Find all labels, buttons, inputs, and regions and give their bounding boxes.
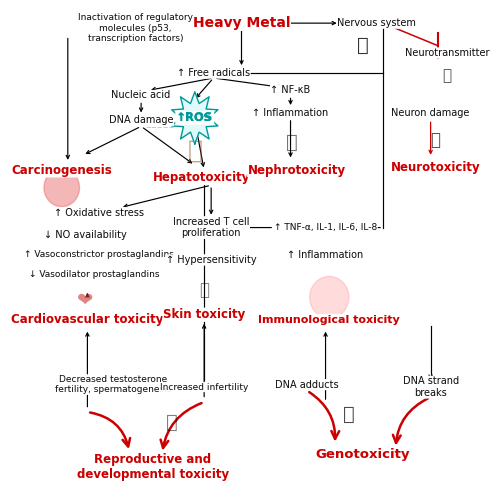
Text: Neuron damage: Neuron damage — [391, 108, 470, 118]
Text: 🧬: 🧬 — [343, 405, 355, 424]
Text: Increased infertility: Increased infertility — [160, 382, 249, 392]
Text: Heavy Metal: Heavy Metal — [193, 16, 290, 30]
Text: Neurotoxicity: Neurotoxicity — [390, 161, 480, 174]
Polygon shape — [172, 92, 218, 144]
Text: ↑ Oxidative stress: ↑ Oxidative stress — [54, 208, 144, 218]
Text: Skin toxicity: Skin toxicity — [163, 308, 246, 322]
Text: Neurotransmitter: Neurotransmitter — [405, 48, 489, 58]
Text: ~~~~~: ~~~~~ — [145, 125, 174, 131]
Text: Decreased testosterone
fertility, spermatogenesis: Decreased testosterone fertility, sperma… — [55, 375, 171, 394]
Text: ↑ Inflammation: ↑ Inflammation — [287, 250, 364, 260]
Text: 🧠: 🧠 — [430, 132, 440, 150]
Text: ↑ Free radicals: ↑ Free radicals — [177, 68, 250, 78]
Text: Inactivation of regulatory
molecules (p53,
transcription factors): Inactivation of regulatory molecules (p5… — [78, 13, 193, 43]
Text: DNA adducts: DNA adducts — [275, 380, 339, 390]
Text: ↑ Inflammation: ↑ Inflammation — [252, 108, 329, 118]
Text: 🫀: 🫀 — [187, 138, 202, 162]
Text: Reproductive and
developmental toxicity: Reproductive and developmental toxicity — [77, 453, 229, 481]
Text: Reproductive and
developmental toxicity: Reproductive and developmental toxicity — [77, 453, 229, 481]
Text: Heavy Metal: Heavy Metal — [193, 16, 290, 30]
Text: ↑ Hypersensitivity: ↑ Hypersensitivity — [166, 255, 256, 265]
Text: ↑ Vasoconstrictor prostaglandins: ↑ Vasoconstrictor prostaglandins — [24, 250, 174, 260]
Text: DNA strand
breaks: DNA strand breaks — [402, 376, 459, 398]
Text: ↑ Free radicals: ↑ Free radicals — [177, 68, 250, 78]
Text: Nucleic acid: Nucleic acid — [112, 90, 171, 101]
Text: Genotoxicity: Genotoxicity — [316, 448, 410, 461]
Text: 🟫: 🟫 — [199, 281, 209, 299]
Text: Carcinogenesis: Carcinogenesis — [11, 164, 112, 176]
Text: Inactivation of regulatory
molecules (p53,
transcription factors): Inactivation of regulatory molecules (p5… — [78, 13, 193, 43]
Text: Decreased testosterone
fertility, spermatogenesis: Decreased testosterone fertility, sperma… — [55, 375, 171, 394]
Text: ↑ TNF-α, IL-1, IL-6, IL-8: ↑ TNF-α, IL-1, IL-6, IL-8 — [274, 223, 377, 232]
Text: ↑ NF-κB: ↑ NF-κB — [270, 86, 311, 96]
Text: Nephrotoxicity: Nephrotoxicity — [248, 164, 346, 176]
Text: ↑ TNF-α, IL-1, IL-6, IL-8: ↑ TNF-α, IL-1, IL-6, IL-8 — [274, 223, 377, 232]
Text: 🔱: 🔱 — [166, 412, 177, 432]
Text: DNA adducts: DNA adducts — [275, 380, 339, 390]
Text: Hepatotoxicity: Hepatotoxicity — [153, 171, 250, 184]
Text: Nucleic acid: Nucleic acid — [112, 90, 171, 101]
Text: Carcinogenesis: Carcinogenesis — [11, 164, 112, 176]
Text: ↓ Vasodilator prostaglandins: ↓ Vasodilator prostaglandins — [29, 270, 160, 280]
Text: ↓ NO availability: ↓ NO availability — [44, 230, 126, 240]
Text: ↓ Vasodilator prostaglandins: ↓ Vasodilator prostaglandins — [29, 270, 160, 280]
Text: Increased T cell
proliferation: Increased T cell proliferation — [173, 217, 249, 238]
Text: ↑ROS: ↑ROS — [177, 113, 213, 123]
Text: ↑ROS: ↑ROS — [177, 113, 213, 123]
Text: Skin toxicity: Skin toxicity — [163, 308, 246, 322]
Text: ↑ Inflammation: ↑ Inflammation — [252, 108, 329, 118]
Text: ✨: ✨ — [442, 68, 452, 83]
Text: DNA damage: DNA damage — [109, 116, 173, 126]
Text: Cardiovascular toxicity: Cardiovascular toxicity — [11, 314, 164, 326]
Text: Increased infertility: Increased infertility — [160, 382, 249, 392]
Text: ↑ROS: ↑ROS — [176, 112, 214, 124]
Text: Immunological toxicity: Immunological toxicity — [258, 315, 400, 325]
Circle shape — [44, 168, 80, 206]
Text: Genotoxicity: Genotoxicity — [316, 448, 410, 461]
Text: Nervous system: Nervous system — [337, 18, 416, 28]
Text: ↑ROS: ↑ROS — [176, 112, 214, 124]
Circle shape — [310, 276, 349, 318]
Text: ❤: ❤ — [77, 290, 93, 310]
Text: Hepatotoxicity: Hepatotoxicity — [153, 171, 250, 184]
Text: Neuron damage: Neuron damage — [391, 108, 470, 118]
Text: Neurotransmitter: Neurotransmitter — [405, 48, 489, 58]
Text: Cardiovascular toxicity: Cardiovascular toxicity — [11, 314, 164, 326]
Text: ↑ NF-κB: ↑ NF-κB — [270, 86, 311, 96]
Text: ↑ Oxidative stress: ↑ Oxidative stress — [54, 208, 144, 218]
Text: Increased T cell
proliferation: Increased T cell proliferation — [173, 217, 249, 238]
Text: ↑ Vasoconstrictor prostaglandins: ↑ Vasoconstrictor prostaglandins — [24, 250, 174, 260]
Text: DNA damage: DNA damage — [109, 116, 173, 126]
Text: DNA strand
breaks: DNA strand breaks — [402, 376, 459, 398]
Text: Immunological toxicity: Immunological toxicity — [258, 315, 400, 325]
Text: 🧠: 🧠 — [357, 36, 369, 55]
Text: Neurotoxicity: Neurotoxicity — [390, 161, 480, 174]
Text: ↑ Hypersensitivity: ↑ Hypersensitivity — [166, 255, 256, 265]
Text: ↓ NO availability: ↓ NO availability — [44, 230, 126, 240]
Text: Nervous system: Nervous system — [337, 18, 416, 28]
Text: Nephrotoxicity: Nephrotoxicity — [248, 164, 346, 176]
Text: ↑ Inflammation: ↑ Inflammation — [287, 250, 364, 260]
Text: 🫘: 🫘 — [285, 134, 297, 152]
